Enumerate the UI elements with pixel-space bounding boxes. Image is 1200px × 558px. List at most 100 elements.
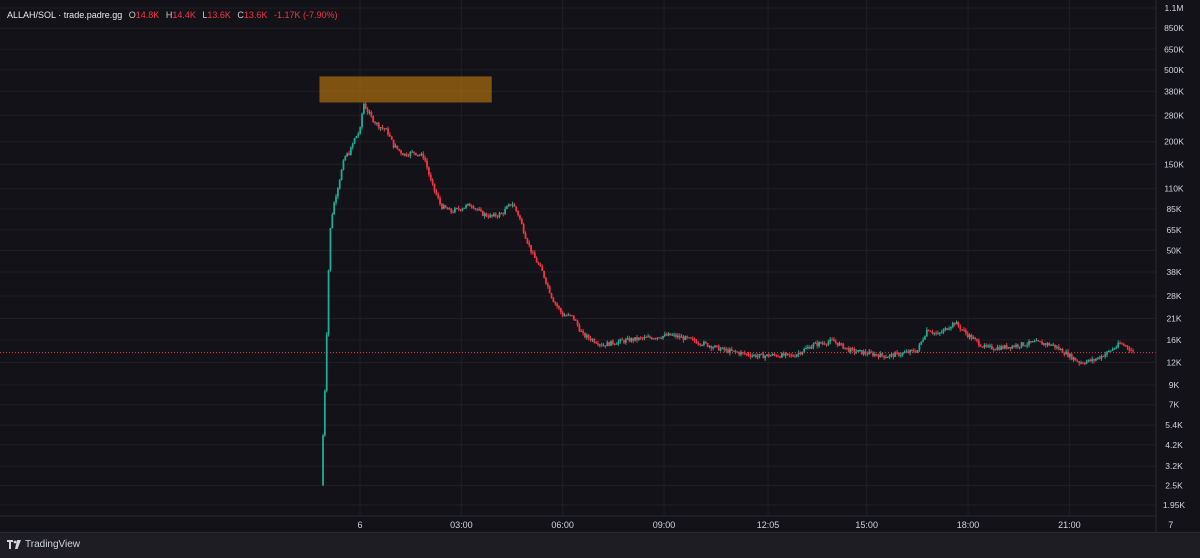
candle-body xyxy=(883,355,885,358)
candle-body xyxy=(402,153,404,156)
candle-body xyxy=(924,336,926,340)
candle-body xyxy=(1035,340,1038,342)
time-axis[interactable]: 6 03:00 06:00 09:00 12:05 15:00 18:00 21:00 7 xyxy=(0,515,1173,530)
candle-body xyxy=(968,334,971,338)
candle-body xyxy=(1119,342,1121,344)
candle-body xyxy=(623,340,625,343)
candle-body xyxy=(398,148,401,151)
candle-body xyxy=(1102,355,1105,357)
candle-body xyxy=(1121,343,1123,345)
candle-body xyxy=(866,353,869,355)
candle-body xyxy=(387,128,389,135)
candle-body xyxy=(1091,359,1094,362)
candle-body xyxy=(693,338,696,342)
candle-body xyxy=(1029,341,1032,343)
candle-body xyxy=(745,353,748,355)
candle-body xyxy=(823,343,826,345)
candle-body xyxy=(859,350,861,352)
candle-body xyxy=(907,351,910,353)
candle-body xyxy=(435,190,438,195)
price-tick-label: 50K xyxy=(1166,245,1181,255)
candle-body xyxy=(762,353,765,359)
candle-body xyxy=(610,340,612,346)
candle-body xyxy=(994,349,997,351)
candle-body xyxy=(1096,357,1099,360)
candle-body xyxy=(374,121,376,124)
candle-body xyxy=(1055,346,1058,348)
zone-rect[interactable] xyxy=(319,76,492,103)
candle-body xyxy=(1104,354,1107,357)
candle-body xyxy=(418,154,421,156)
price-tick-label: 4.2K xyxy=(1165,440,1183,450)
candle-body xyxy=(567,314,570,316)
candle-body xyxy=(940,332,943,334)
candle-body xyxy=(498,213,501,217)
candle-body xyxy=(441,203,443,209)
candle-body xyxy=(584,333,586,338)
candle-body xyxy=(916,350,919,353)
price-tick-label: 28K xyxy=(1166,291,1181,301)
grid-lines xyxy=(0,0,1172,516)
candle-body xyxy=(784,353,787,356)
candle-body xyxy=(846,347,848,349)
candle-body xyxy=(333,202,336,215)
candle-body xyxy=(1117,342,1120,347)
candle-body xyxy=(639,337,642,339)
candle-body xyxy=(961,329,964,331)
candlestick-chart[interactable]: 13.6K 1.1M850K650K500K380K280K200K150K11… xyxy=(0,0,1200,532)
candle-body xyxy=(728,349,731,353)
candle-body xyxy=(868,351,871,355)
candle-body xyxy=(970,334,973,339)
candle-body xyxy=(649,336,651,338)
candle-body xyxy=(801,351,804,355)
symbol-title[interactable]: ALLAH/SOL · trade.padre.gg xyxy=(7,10,123,20)
candle-body xyxy=(619,339,622,342)
candle-body xyxy=(532,252,534,254)
candle-body xyxy=(420,153,423,156)
candle-body xyxy=(409,151,412,156)
candle-body xyxy=(727,349,729,353)
candle-body xyxy=(873,354,876,356)
tradingview-logo[interactable]: TradingView xyxy=(7,539,80,550)
candle-body xyxy=(755,354,757,358)
candle-body xyxy=(351,143,354,148)
candle-body xyxy=(1085,361,1088,364)
candle-body xyxy=(329,228,332,271)
candle-body xyxy=(862,351,865,355)
time-tick-label: 03:00 xyxy=(450,520,473,530)
candle-body xyxy=(595,342,598,344)
candle-body xyxy=(831,339,833,341)
candle-body xyxy=(1052,344,1055,346)
candle-body xyxy=(1048,343,1051,346)
candle-body xyxy=(768,354,770,357)
candle-body xyxy=(773,353,776,355)
candle-body xyxy=(1098,357,1101,359)
candle-body xyxy=(554,302,557,304)
price-tick-label: 280K xyxy=(1164,110,1184,120)
candle-body xyxy=(833,339,835,342)
candle-body xyxy=(550,293,553,298)
candle-body xyxy=(1013,345,1016,347)
candle-body xyxy=(1108,350,1110,352)
candle-body xyxy=(751,355,754,357)
candle-body xyxy=(1024,345,1027,347)
candle-body xyxy=(834,341,837,343)
candle-body xyxy=(608,342,611,346)
candle-body xyxy=(628,338,631,342)
candle-body xyxy=(571,315,573,317)
candle-body xyxy=(1130,350,1133,352)
candle-body xyxy=(377,122,380,129)
candle-body xyxy=(507,204,510,207)
candle-body xyxy=(885,357,887,359)
resistance-zone[interactable] xyxy=(319,76,492,103)
price-tick-label: 3.2K xyxy=(1165,461,1183,471)
candle-body xyxy=(407,155,410,157)
candle-body xyxy=(977,340,980,346)
low-value: 13.6K xyxy=(207,10,231,20)
candle-body xyxy=(585,335,588,338)
price-axis[interactable]: 1.1M 850K 650K 500K 380K 280K 200K 150K 110K 85K 6… xyxy=(1155,0,1200,532)
candle-body xyxy=(335,196,337,203)
candle-body xyxy=(976,338,978,341)
candle-body xyxy=(944,328,947,330)
candle-body xyxy=(849,348,852,352)
